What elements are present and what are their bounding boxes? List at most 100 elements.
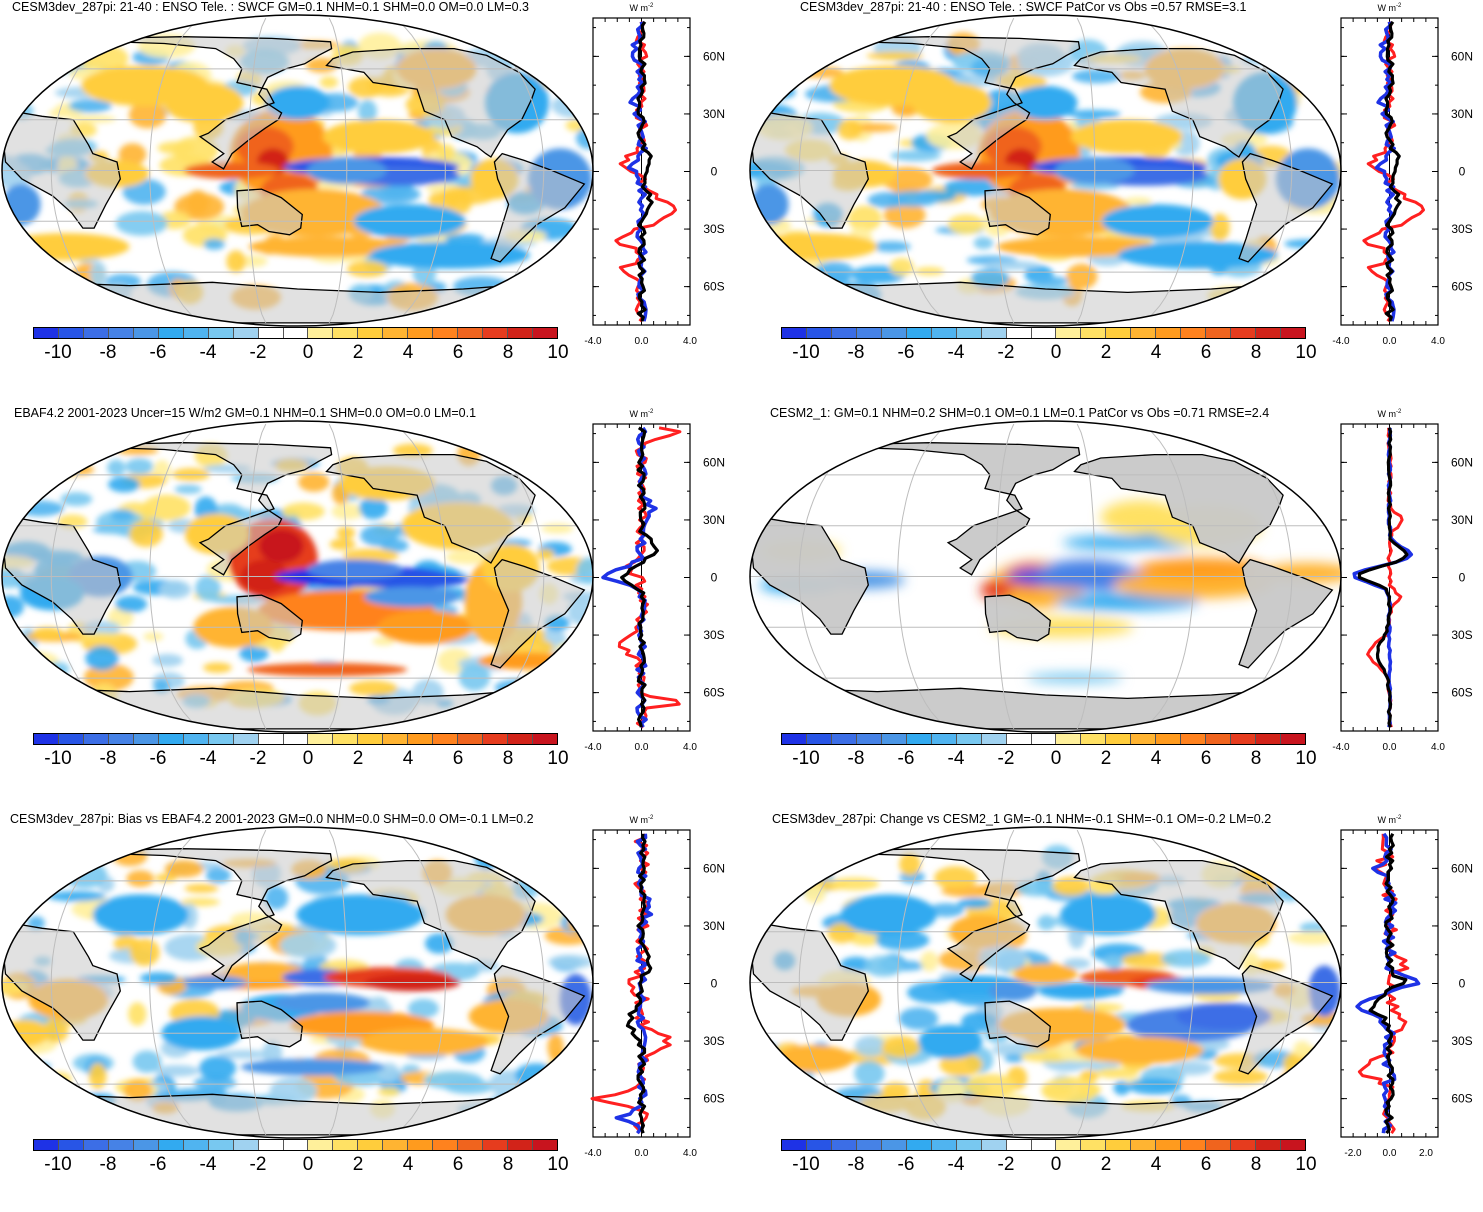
colorbar-tick-label: 4	[402, 1154, 414, 1175]
anomaly-blob	[110, 509, 135, 522]
anomaly-blob	[319, 76, 339, 89]
colorbar-tick-label: 2	[1100, 1154, 1112, 1175]
colorbar-cell	[533, 734, 558, 744]
colorbar-cell	[533, 328, 558, 338]
colorbar-cell	[981, 328, 1007, 338]
continent-outline	[325, 47, 536, 158]
world-map	[1, 420, 594, 733]
colorbar-cell	[458, 1140, 484, 1150]
anomaly-blob	[1287, 931, 1338, 945]
colorbar-cell	[208, 1140, 234, 1150]
colorbar-cell	[408, 734, 434, 744]
longitude-line	[1140, 829, 1194, 1136]
anomaly-blob	[16, 500, 64, 517]
anomaly-blob	[458, 663, 491, 691]
longitude-line	[455, 829, 545, 1136]
x-tick-label: 0.0	[1383, 1148, 1397, 1159]
colorbar-cell	[433, 734, 459, 744]
anomaly-region	[1055, 593, 1200, 611]
anomaly-blob	[372, 636, 395, 646]
colorbar-tick-label: -6	[149, 342, 167, 363]
colorbar-cell	[831, 328, 857, 338]
anomaly-region	[2, 183, 41, 225]
anomaly-blob	[854, 1060, 885, 1087]
x-tick-label: 0.0	[635, 336, 649, 347]
colorbar-tick-label: 8	[1250, 748, 1262, 769]
anomaly-region	[1060, 894, 1157, 936]
anomaly-blob	[31, 626, 64, 640]
colorbar-tick-label: 10	[547, 748, 569, 769]
longitude-line	[455, 423, 545, 730]
colorbar-cell	[906, 1140, 932, 1150]
anomaly-region	[1075, 1036, 1204, 1064]
colorbar-tick-label: -10	[44, 748, 72, 769]
anomaly-blob	[914, 266, 945, 276]
colorbar-tick-label: -6	[897, 1154, 915, 1175]
anomaly-region	[829, 65, 958, 107]
colorbar-labels: -10 -8 -6 -4 -2 0 2 4 6 8 10	[33, 1154, 568, 1176]
colorbar-tick-label: 6	[1200, 1154, 1212, 1175]
anomaly-region	[996, 236, 1157, 257]
colorbar-cell	[58, 1140, 84, 1150]
colorbar-tick-label: 0	[302, 748, 314, 769]
continent-outline	[805, 848, 1081, 982]
continent-outline	[490, 964, 586, 1075]
anomaly-blob	[543, 883, 578, 895]
colorbar-cell	[881, 328, 907, 338]
anomaly-blob	[186, 190, 210, 216]
colorbar-cell	[308, 328, 334, 338]
anomaly-blob	[1113, 1080, 1131, 1096]
anomaly-blob	[576, 557, 593, 585]
anomaly-blob	[195, 575, 221, 602]
continent-outline	[39, 1093, 554, 1136]
colorbar-cell	[233, 1140, 259, 1150]
colorbar-cell	[133, 734, 159, 744]
anomaly-blob	[888, 190, 939, 207]
anomaly-blob	[407, 998, 439, 1019]
longitude-line	[798, 829, 888, 1136]
latitude-label: 30S	[703, 222, 724, 236]
colorbar-cell	[383, 328, 409, 338]
colorbar-tick-label: 10	[547, 1154, 569, 1175]
longitude-line	[50, 423, 140, 730]
units-label: W m-2	[630, 409, 654, 419]
graticule	[2, 423, 593, 730]
anomaly-blob	[47, 890, 106, 902]
colorbar-cell	[956, 1140, 982, 1150]
x-tick-label: 4.0	[1431, 336, 1445, 347]
colorbar-tick-label: -10	[792, 748, 820, 769]
anomaly-region	[265, 85, 330, 120]
latitude-label: 60N	[1451, 49, 1473, 63]
anomaly-region	[322, 119, 435, 154]
continent-outline	[805, 442, 1081, 576]
longitude-line	[247, 829, 267, 1136]
colorbar-cell	[133, 328, 159, 338]
colorbar-tick-label: 0	[302, 1154, 314, 1175]
zonal-curve-black	[1368, 833, 1408, 1135]
colorbar-cell	[183, 1140, 209, 1150]
colorbar-labels: -10 -8 -6 -4 -2 0 2 4 6 8 10	[33, 748, 568, 770]
colorbar-cell	[408, 1140, 434, 1150]
continent-outline	[236, 188, 303, 236]
anomaly-region	[240, 1058, 385, 1076]
zonal-curve-blue	[1355, 832, 1421, 1134]
colorbar-tick-label: 10	[1295, 748, 1317, 769]
anomaly-blob	[827, 922, 856, 944]
colorbar-tick-label: -10	[792, 342, 820, 363]
colorbar-tick-label: -2	[249, 748, 267, 769]
colorbar-cell	[408, 328, 434, 338]
colorbar-cell	[1031, 328, 1057, 338]
latitude-label: 30S	[1451, 1034, 1472, 1048]
colorbar-tick-label: 4	[1150, 1154, 1162, 1175]
anomaly-blob	[847, 205, 882, 232]
anomaly-region	[306, 559, 403, 580]
continent-outline	[39, 281, 554, 324]
anomaly-region	[1070, 119, 1183, 154]
anomaly-blob	[957, 898, 992, 909]
anomaly-blob	[264, 885, 289, 910]
colorbar-tick-label: 4	[1150, 748, 1162, 769]
longitude-line	[1076, 423, 1096, 730]
colorbar-cell	[1131, 328, 1157, 338]
anomaly-region	[1145, 977, 1274, 995]
colorbar	[781, 733, 1306, 745]
